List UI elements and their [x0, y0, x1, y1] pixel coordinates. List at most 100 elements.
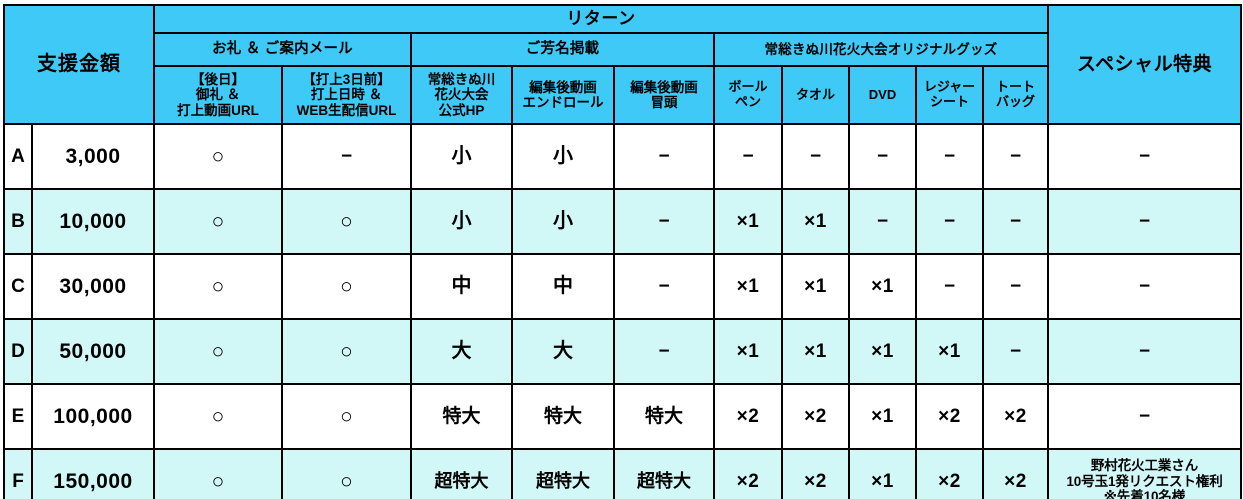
- row-letter: D: [3, 318, 33, 385]
- cell-special: −: [1047, 253, 1242, 320]
- cell-official-hp: 超特大: [410, 448, 513, 499]
- header-col-video-endroll: 編集後動画 エンドロール: [511, 65, 615, 125]
- header-col-leisure-sheet-line2: シート: [929, 94, 969, 109]
- cell-mail-later: ○: [153, 123, 283, 190]
- cell-leisure-sheet: −: [915, 123, 984, 190]
- cell-towel: ×1: [781, 253, 850, 320]
- header-row-columns: 【後日】 御礼 ＆ 打上動画URL 【打上3日前】 打上日時 ＆ WEB生配信U…: [4, 65, 1241, 125]
- cell-ballpen: −: [713, 123, 783, 190]
- cell-towel: ×1: [781, 188, 850, 255]
- header-col-mail-before-line1: 【打上3日前】: [302, 71, 391, 87]
- cell-dvd: ×1: [848, 318, 917, 385]
- header-group-name: ご芳名掲載: [410, 32, 715, 67]
- cell-tote-bag: −: [982, 318, 1049, 385]
- header-col-mail-before-line3: WEB生配信URL: [296, 102, 397, 118]
- cell-video-endroll: 小: [511, 188, 615, 255]
- header-col-tote-bag: トート バッグ: [982, 65, 1049, 125]
- cell-mail-later: ○: [153, 448, 283, 499]
- cell-ballpen: ×1: [713, 253, 783, 320]
- header-col-video-endroll-line1: 編集後動画: [529, 79, 597, 95]
- reward-table: 支援金額 リターン スペシャル特典 お礼 ＆ ご案内メール ご芳名掲載 常総きぬ…: [3, 4, 1242, 499]
- cell-official-hp: 小: [410, 188, 513, 255]
- cell-leisure-sheet: −: [915, 188, 984, 255]
- row-amount: 100,000: [31, 383, 155, 450]
- header-amount: 支援金額: [3, 4, 155, 125]
- cell-mail-later: ○: [153, 318, 283, 385]
- cell-video-endroll: 大: [511, 318, 615, 385]
- cell-leisure-sheet: ×2: [915, 448, 984, 499]
- header-col-video-opening: 編集後動画 冒頭: [613, 65, 715, 125]
- header-col-mail-before-line2: 打上日時 ＆: [310, 87, 383, 103]
- cell-dvd: ×1: [848, 448, 917, 499]
- cell-special: −: [1047, 318, 1242, 385]
- cell-tote-bag: −: [982, 123, 1049, 190]
- row-amount: 30,000: [31, 253, 155, 320]
- cell-official-hp: 小: [410, 123, 513, 190]
- header-col-dvd-line1: DVD: [868, 86, 897, 102]
- header-group-goods: 常総きぬ川花火大会オリジナルグッズ: [713, 32, 1049, 67]
- cell-special: −: [1047, 188, 1242, 255]
- cell-mail-before: ○: [281, 318, 412, 385]
- cell-official-hp: 大: [410, 318, 513, 385]
- cell-video-opening: 超特大: [613, 448, 715, 499]
- cell-dvd: ×1: [848, 253, 917, 320]
- cell-video-endroll: 中: [511, 253, 615, 320]
- cell-towel: ×2: [781, 448, 850, 499]
- header-col-ballpen-line2: ペン: [734, 94, 761, 109]
- cell-mail-later: ○: [153, 383, 283, 450]
- cell-video-opening: −: [613, 188, 715, 255]
- header-return: リターン: [153, 4, 1049, 34]
- cell-tote-bag: −: [982, 188, 1049, 255]
- header-col-towel-line1: タオル: [795, 86, 835, 102]
- cell-ballpen: ×1: [713, 318, 783, 385]
- cell-tote-bag: ×2: [982, 448, 1049, 499]
- cell-special-line2: 10号玉1発リクエスト権利: [1066, 473, 1223, 489]
- cell-video-opening: −: [613, 253, 715, 320]
- cell-ballpen: ×2: [713, 383, 783, 450]
- cell-mail-before: −: [281, 123, 412, 190]
- row-letter: A: [3, 123, 33, 190]
- cell-tote-bag: ×2: [982, 383, 1049, 450]
- header-col-ballpen-line1: ボール: [728, 79, 768, 95]
- table-row: D 50,000 ○ ○ 大 大 − ×1 ×1 ×1 ×1 − −: [3, 318, 1242, 385]
- cell-video-endroll: 超特大: [511, 448, 615, 499]
- cell-special: −: [1047, 383, 1242, 450]
- cell-dvd: −: [848, 188, 917, 255]
- header-col-leisure-sheet-line1: レジャー: [923, 79, 976, 95]
- table-row: C 30,000 ○ ○ 中 中 − ×1 ×1 ×1 − − −: [3, 253, 1242, 320]
- row-letter: C: [3, 253, 33, 320]
- cell-towel: −: [781, 123, 850, 190]
- cell-special: −: [1047, 123, 1242, 190]
- header-col-official-hp-line1: 常総きぬ川: [427, 71, 496, 87]
- header-group-mail: お礼 ＆ ご案内メール: [153, 32, 412, 67]
- cell-video-opening: 特大: [613, 383, 715, 450]
- header-col-mail-before: 【打上3日前】 打上日時 ＆ WEB生配信URL: [281, 65, 412, 125]
- cell-leisure-sheet: ×1: [915, 318, 984, 385]
- cell-special-line3: ※先着10名様: [1103, 489, 1186, 499]
- header-col-official-hp-line3: 公式HP: [438, 102, 485, 118]
- header-row-groups: お礼 ＆ ご案内メール ご芳名掲載 常総きぬ川花火大会オリジナルグッズ: [4, 32, 1241, 67]
- header-col-mail-later: 【後日】 御礼 ＆ 打上動画URL: [153, 65, 283, 125]
- table-row: F 150,000 ○ ○ 超特大 超特大 超特大 ×2 ×2 ×1 ×2 ×2…: [3, 448, 1242, 499]
- cell-mail-before: ○: [281, 448, 412, 499]
- header-col-dvd: DVD: [848, 65, 917, 125]
- cell-special: 野村花火工業さん 10号玉1発リクエスト権利 ※先着10名様: [1047, 448, 1242, 499]
- header-col-tote-bag-line2: バッグ: [995, 94, 1035, 109]
- cell-mail-later: ○: [153, 253, 283, 320]
- cell-towel: ×2: [781, 383, 850, 450]
- cell-official-hp: 中: [410, 253, 513, 320]
- cell-video-endroll: 特大: [511, 383, 615, 450]
- cell-ballpen: ×1: [713, 188, 783, 255]
- header-col-official-hp-line2: 花火大会: [434, 87, 489, 103]
- header-col-mail-later-line3: 打上動画URL: [177, 102, 259, 118]
- header-col-video-opening-line2: 冒頭: [650, 95, 678, 110]
- cell-dvd: −: [848, 123, 917, 190]
- row-amount: 10,000: [31, 188, 155, 255]
- cell-mail-before: ○: [281, 188, 412, 255]
- row-amount: 50,000: [31, 318, 155, 385]
- cell-towel: ×1: [781, 318, 850, 385]
- cell-leisure-sheet: ×2: [915, 383, 984, 450]
- cell-video-opening: −: [613, 123, 715, 190]
- header-col-video-opening-line1: 編集後動画: [630, 79, 698, 95]
